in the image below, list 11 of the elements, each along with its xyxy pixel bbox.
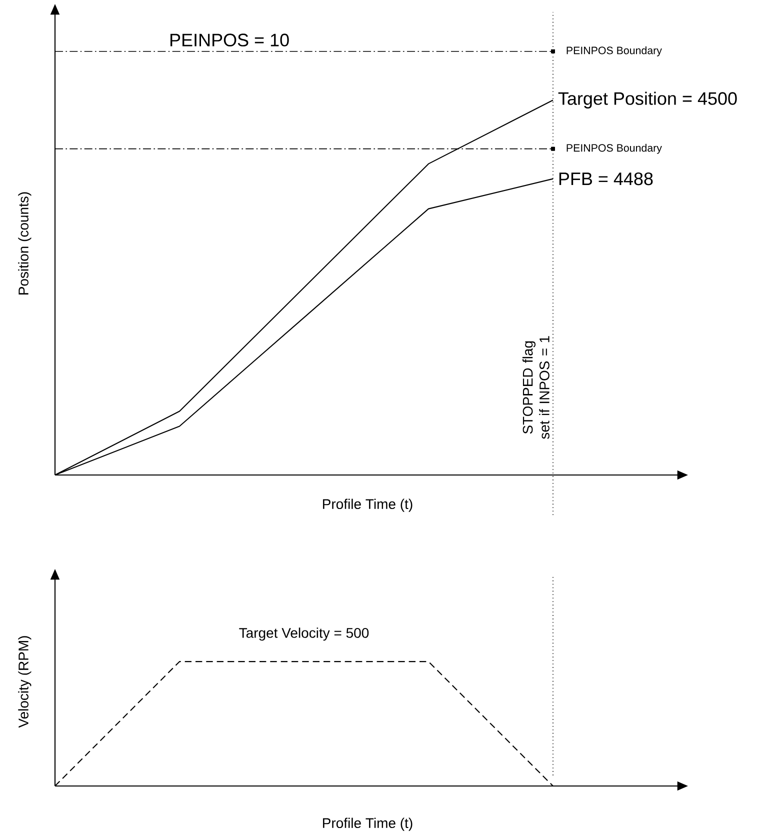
- annotation: STOPPED flag set if INPOS = 1: [522, 336, 550, 439]
- series-label: PFB = 4488: [559, 172, 653, 186]
- ref-line-label: PEINPOS Boundary: [566, 46, 662, 56]
- x-axis-title: Profile Time (t): [323, 498, 412, 512]
- series-label: Target Position = 4500: [558, 92, 737, 108]
- series-label: Target Velocity = 500: [239, 628, 369, 641]
- ref-line-label: PEINPOS Boundary: [566, 144, 662, 154]
- y-axis-title: Velocity (RPM): [18, 636, 32, 728]
- x-axis-title: Profile Time (t): [323, 818, 412, 831]
- y-axis-title: Position (counts): [18, 192, 32, 294]
- text: PEINPOS = 10: [170, 34, 289, 46]
